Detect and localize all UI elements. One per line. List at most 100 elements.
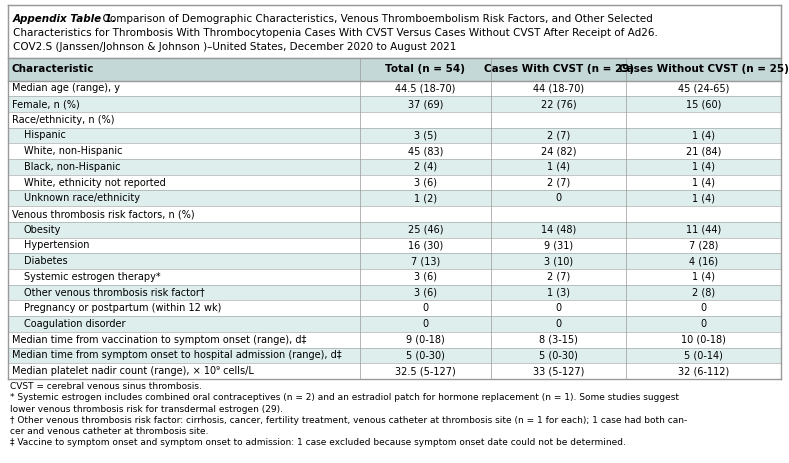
Text: 0: 0 <box>701 303 707 313</box>
Text: ‡ Vaccine to symptom onset and symptom onset to admission: 1 case excluded becau: ‡ Vaccine to symptom onset and symptom o… <box>10 438 626 447</box>
Text: Characteristic: Characteristic <box>12 64 95 75</box>
Text: 9 (31): 9 (31) <box>544 240 574 250</box>
Text: 3 (6): 3 (6) <box>414 272 437 282</box>
Text: 7 (13): 7 (13) <box>411 256 440 266</box>
Text: 33 (5-127): 33 (5-127) <box>533 366 585 376</box>
Text: 1 (4): 1 (4) <box>692 194 715 203</box>
Text: Median age (range), y: Median age (range), y <box>12 83 120 94</box>
Text: * Systemic estrogen includes combined oral contraceptives (n = 2) and an estradi: * Systemic estrogen includes combined or… <box>10 394 679 402</box>
Text: 1 (4): 1 (4) <box>692 272 715 282</box>
Text: 1 (4): 1 (4) <box>692 131 715 140</box>
Text: Hypertension: Hypertension <box>24 240 89 250</box>
Text: Hispanic: Hispanic <box>24 131 65 140</box>
Text: 14 (48): 14 (48) <box>541 225 577 235</box>
Text: 1 (4): 1 (4) <box>692 178 715 188</box>
Bar <box>8 253 781 269</box>
Text: 2 (4): 2 (4) <box>414 162 437 172</box>
Text: 0: 0 <box>701 319 707 329</box>
Text: Race/ethnicity, n (%): Race/ethnicity, n (%) <box>12 115 114 125</box>
Text: Median time from symptom onset to hospital admission (range), d‡: Median time from symptom onset to hospit… <box>12 350 342 360</box>
Text: 16 (30): 16 (30) <box>408 240 443 250</box>
Text: White, non-Hispanic: White, non-Hispanic <box>24 146 122 156</box>
Text: 0: 0 <box>555 303 562 313</box>
Text: Cases Without CVST (n = 25): Cases Without CVST (n = 25) <box>619 64 789 75</box>
Bar <box>8 144 781 159</box>
Bar <box>8 316 781 332</box>
Text: 9 (0-18): 9 (0-18) <box>406 335 445 344</box>
Text: 25 (46): 25 (46) <box>408 225 443 235</box>
Text: Characteristics for Thrombosis With Thrombocytopenia Cases With CVST Versus Case: Characteristics for Thrombosis With Thro… <box>13 28 658 38</box>
Text: 1 (4): 1 (4) <box>692 162 715 172</box>
Text: 7 (28): 7 (28) <box>689 240 719 250</box>
Text: Female, n (%): Female, n (%) <box>12 99 80 109</box>
Text: † Other venous thrombosis risk factor: cirrhosis, cancer, fertility treatment, v: † Other venous thrombosis risk factor: c… <box>10 416 687 425</box>
Text: Coagulation disorder: Coagulation disorder <box>24 319 125 329</box>
Text: 32 (6-112): 32 (6-112) <box>678 366 729 376</box>
Text: 37 (69): 37 (69) <box>408 99 443 109</box>
Bar <box>8 269 781 285</box>
Text: Venous thrombosis risk factors, n (%): Venous thrombosis risk factors, n (%) <box>12 209 195 219</box>
Text: 0: 0 <box>422 303 428 313</box>
Bar <box>8 96 781 112</box>
Text: 3 (10): 3 (10) <box>544 256 574 266</box>
Text: Systemic estrogen therapy*: Systemic estrogen therapy* <box>24 272 161 282</box>
Bar <box>8 5 781 58</box>
Text: 44.5 (18-70): 44.5 (18-70) <box>395 83 455 94</box>
Bar <box>8 363 781 379</box>
Text: 21 (84): 21 (84) <box>686 146 721 156</box>
Bar <box>8 112 781 128</box>
Bar <box>8 175 781 190</box>
Text: 0: 0 <box>555 194 562 203</box>
Bar <box>8 81 781 96</box>
Text: Black, non-Hispanic: Black, non-Hispanic <box>24 162 121 172</box>
Text: cer and venous catheter at thrombosis site.: cer and venous catheter at thrombosis si… <box>10 427 208 436</box>
Text: 5 (0-30): 5 (0-30) <box>540 350 578 360</box>
Bar <box>8 159 781 175</box>
Bar <box>8 332 781 348</box>
Text: 3 (6): 3 (6) <box>414 288 437 298</box>
Text: 11 (44): 11 (44) <box>686 225 721 235</box>
Text: COV2.S (Janssen/Johnson & Johnson )–United States, December 2020 to August 2021: COV2.S (Janssen/Johnson & Johnson )–Unit… <box>13 42 456 52</box>
Text: 45 (24-65): 45 (24-65) <box>678 83 729 94</box>
Bar <box>8 190 781 206</box>
Text: 0: 0 <box>422 319 428 329</box>
Text: 1 (2): 1 (2) <box>414 194 437 203</box>
Text: 3 (5): 3 (5) <box>414 131 437 140</box>
Text: Unknown race/ethnicity: Unknown race/ethnicity <box>24 194 140 203</box>
Text: 5 (0-14): 5 (0-14) <box>684 350 724 360</box>
Text: 2 (8): 2 (8) <box>692 288 716 298</box>
Text: Pregnancy or postpartum (within 12 wk): Pregnancy or postpartum (within 12 wk) <box>24 303 222 313</box>
Text: 45 (83): 45 (83) <box>408 146 443 156</box>
Text: Other venous thrombosis risk factor†: Other venous thrombosis risk factor† <box>24 288 205 298</box>
Text: 22 (76): 22 (76) <box>541 99 577 109</box>
Text: 3 (6): 3 (6) <box>414 178 437 188</box>
Text: 24 (82): 24 (82) <box>541 146 577 156</box>
Bar <box>8 58 781 81</box>
Text: Median platelet nadir count (range), × 10⁹ cells/L: Median platelet nadir count (range), × 1… <box>12 366 254 376</box>
Text: 2 (7): 2 (7) <box>547 272 570 282</box>
Text: Total (n = 54): Total (n = 54) <box>385 64 466 75</box>
Text: Comparison of Demographic Characteristics, Venous Thromboembolism Risk Factors, : Comparison of Demographic Characteristic… <box>96 14 653 24</box>
Text: 32.5 (5-127): 32.5 (5-127) <box>395 366 456 376</box>
Text: 1 (3): 1 (3) <box>548 288 570 298</box>
Text: Obesity: Obesity <box>24 225 62 235</box>
Text: CVST = cerebral venous sinus thrombosis.: CVST = cerebral venous sinus thrombosis. <box>10 382 202 391</box>
Text: 10 (0-18): 10 (0-18) <box>681 335 726 344</box>
Bar <box>8 348 781 363</box>
Text: 8 (3-15): 8 (3-15) <box>540 335 578 344</box>
Text: 15 (60): 15 (60) <box>686 99 721 109</box>
Text: Cases With CVST (n = 29): Cases With CVST (n = 29) <box>484 64 634 75</box>
Text: 2 (7): 2 (7) <box>547 131 570 140</box>
Bar <box>8 285 781 300</box>
Text: Appendix Table 1.: Appendix Table 1. <box>13 14 117 24</box>
Bar <box>8 206 781 222</box>
Text: 2 (7): 2 (7) <box>547 178 570 188</box>
Bar <box>8 300 781 316</box>
Text: 4 (16): 4 (16) <box>689 256 718 266</box>
Text: lower venous thrombosis risk for transdermal estrogen (29).: lower venous thrombosis risk for transde… <box>10 405 283 413</box>
Text: 44 (18-70): 44 (18-70) <box>533 83 585 94</box>
Text: 1 (4): 1 (4) <box>548 162 570 172</box>
Text: White, ethnicity not reported: White, ethnicity not reported <box>24 178 166 188</box>
Text: Diabetes: Diabetes <box>24 256 68 266</box>
Bar <box>8 238 781 253</box>
